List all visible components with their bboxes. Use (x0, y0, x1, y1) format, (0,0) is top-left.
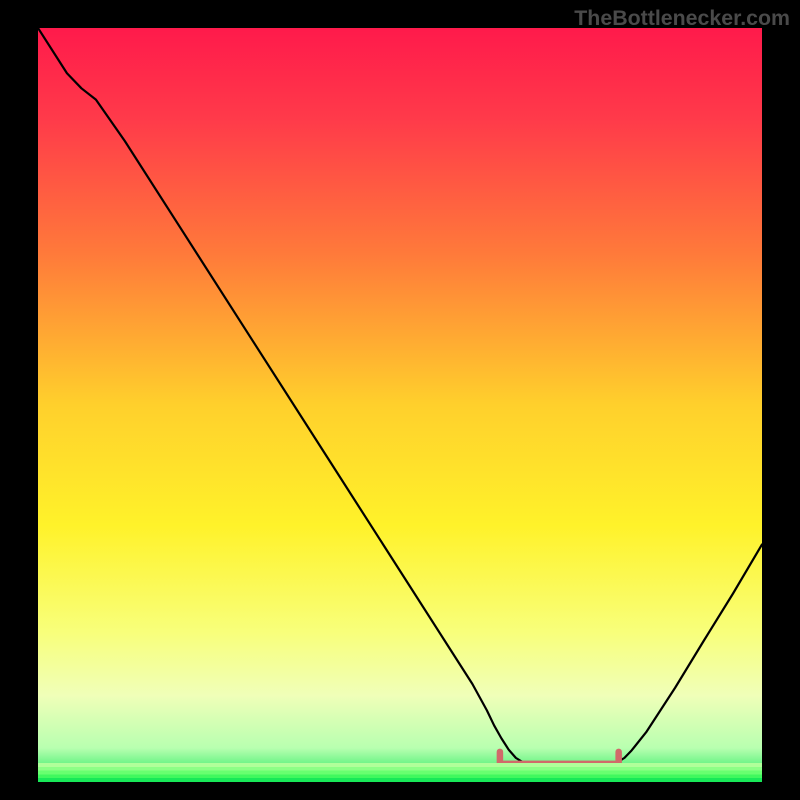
bottleneck-curve (38, 28, 762, 764)
chart-plot-area (38, 28, 762, 782)
chart-svg (38, 28, 762, 782)
chart-bottom-stripes (38, 763, 762, 782)
watermark-text: TheBottlenecker.com (574, 6, 790, 31)
